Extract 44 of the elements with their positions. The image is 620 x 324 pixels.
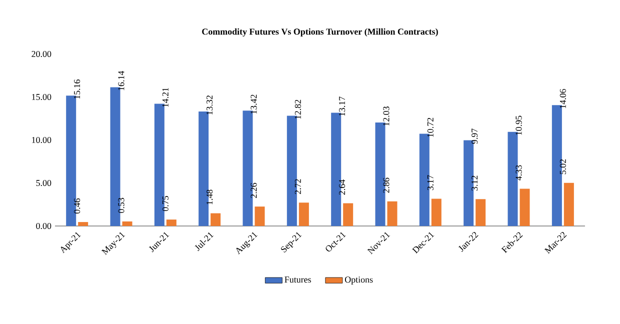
data-label: 0.46 xyxy=(74,198,80,214)
data-label: 13.32 xyxy=(206,96,213,114)
y-tick-label: 5.00 xyxy=(36,180,52,186)
bar xyxy=(122,221,132,226)
data-label: 10.95 xyxy=(516,116,522,135)
data-label: 13.17 xyxy=(339,96,346,116)
data-label: 12.82 xyxy=(294,100,301,119)
y-tick-label: 10.00 xyxy=(32,136,52,144)
data-label: 5.02 xyxy=(560,159,566,174)
y-tick-label: 15.00 xyxy=(32,94,52,100)
data-label: 14.21 xyxy=(162,88,168,107)
legend-label: Futures xyxy=(284,276,311,283)
legend-label: Options xyxy=(345,276,373,284)
data-label: 3.12 xyxy=(472,176,478,191)
data-label: 14.06 xyxy=(560,88,566,108)
data-label: 2.26 xyxy=(250,182,257,198)
data-label: 0.75 xyxy=(162,196,168,212)
bar xyxy=(210,213,221,226)
chart-title: Commodity Futures Vs Options Turnover (Million Contracts) xyxy=(202,28,438,36)
bar xyxy=(387,201,398,226)
bar xyxy=(298,202,309,226)
data-label: 12.03 xyxy=(383,106,390,126)
bar xyxy=(166,220,176,226)
bar xyxy=(78,222,88,226)
data-label: 2.64 xyxy=(339,180,346,195)
bar xyxy=(520,188,530,226)
data-label: 4.33 xyxy=(516,165,522,180)
data-label: 15.16 xyxy=(74,80,80,99)
y-tick-label: 0.00 xyxy=(36,222,52,230)
data-label: 1.48 xyxy=(206,190,213,204)
y-tick-label: 20.00 xyxy=(32,50,52,58)
data-label: 2.72 xyxy=(294,179,301,194)
data-label: 10.72 xyxy=(427,118,434,137)
data-label: 2.86 xyxy=(383,178,390,193)
bar xyxy=(343,203,354,226)
bar xyxy=(431,198,442,226)
data-label: 9.97 xyxy=(472,128,478,144)
data-label: 13.42 xyxy=(250,94,257,114)
bar xyxy=(476,199,486,226)
data-label: 3.17 xyxy=(427,175,434,190)
data-label: 0.53 xyxy=(118,198,124,213)
bar xyxy=(254,206,265,226)
bar xyxy=(564,182,574,226)
data-label: 16.14 xyxy=(118,70,124,90)
